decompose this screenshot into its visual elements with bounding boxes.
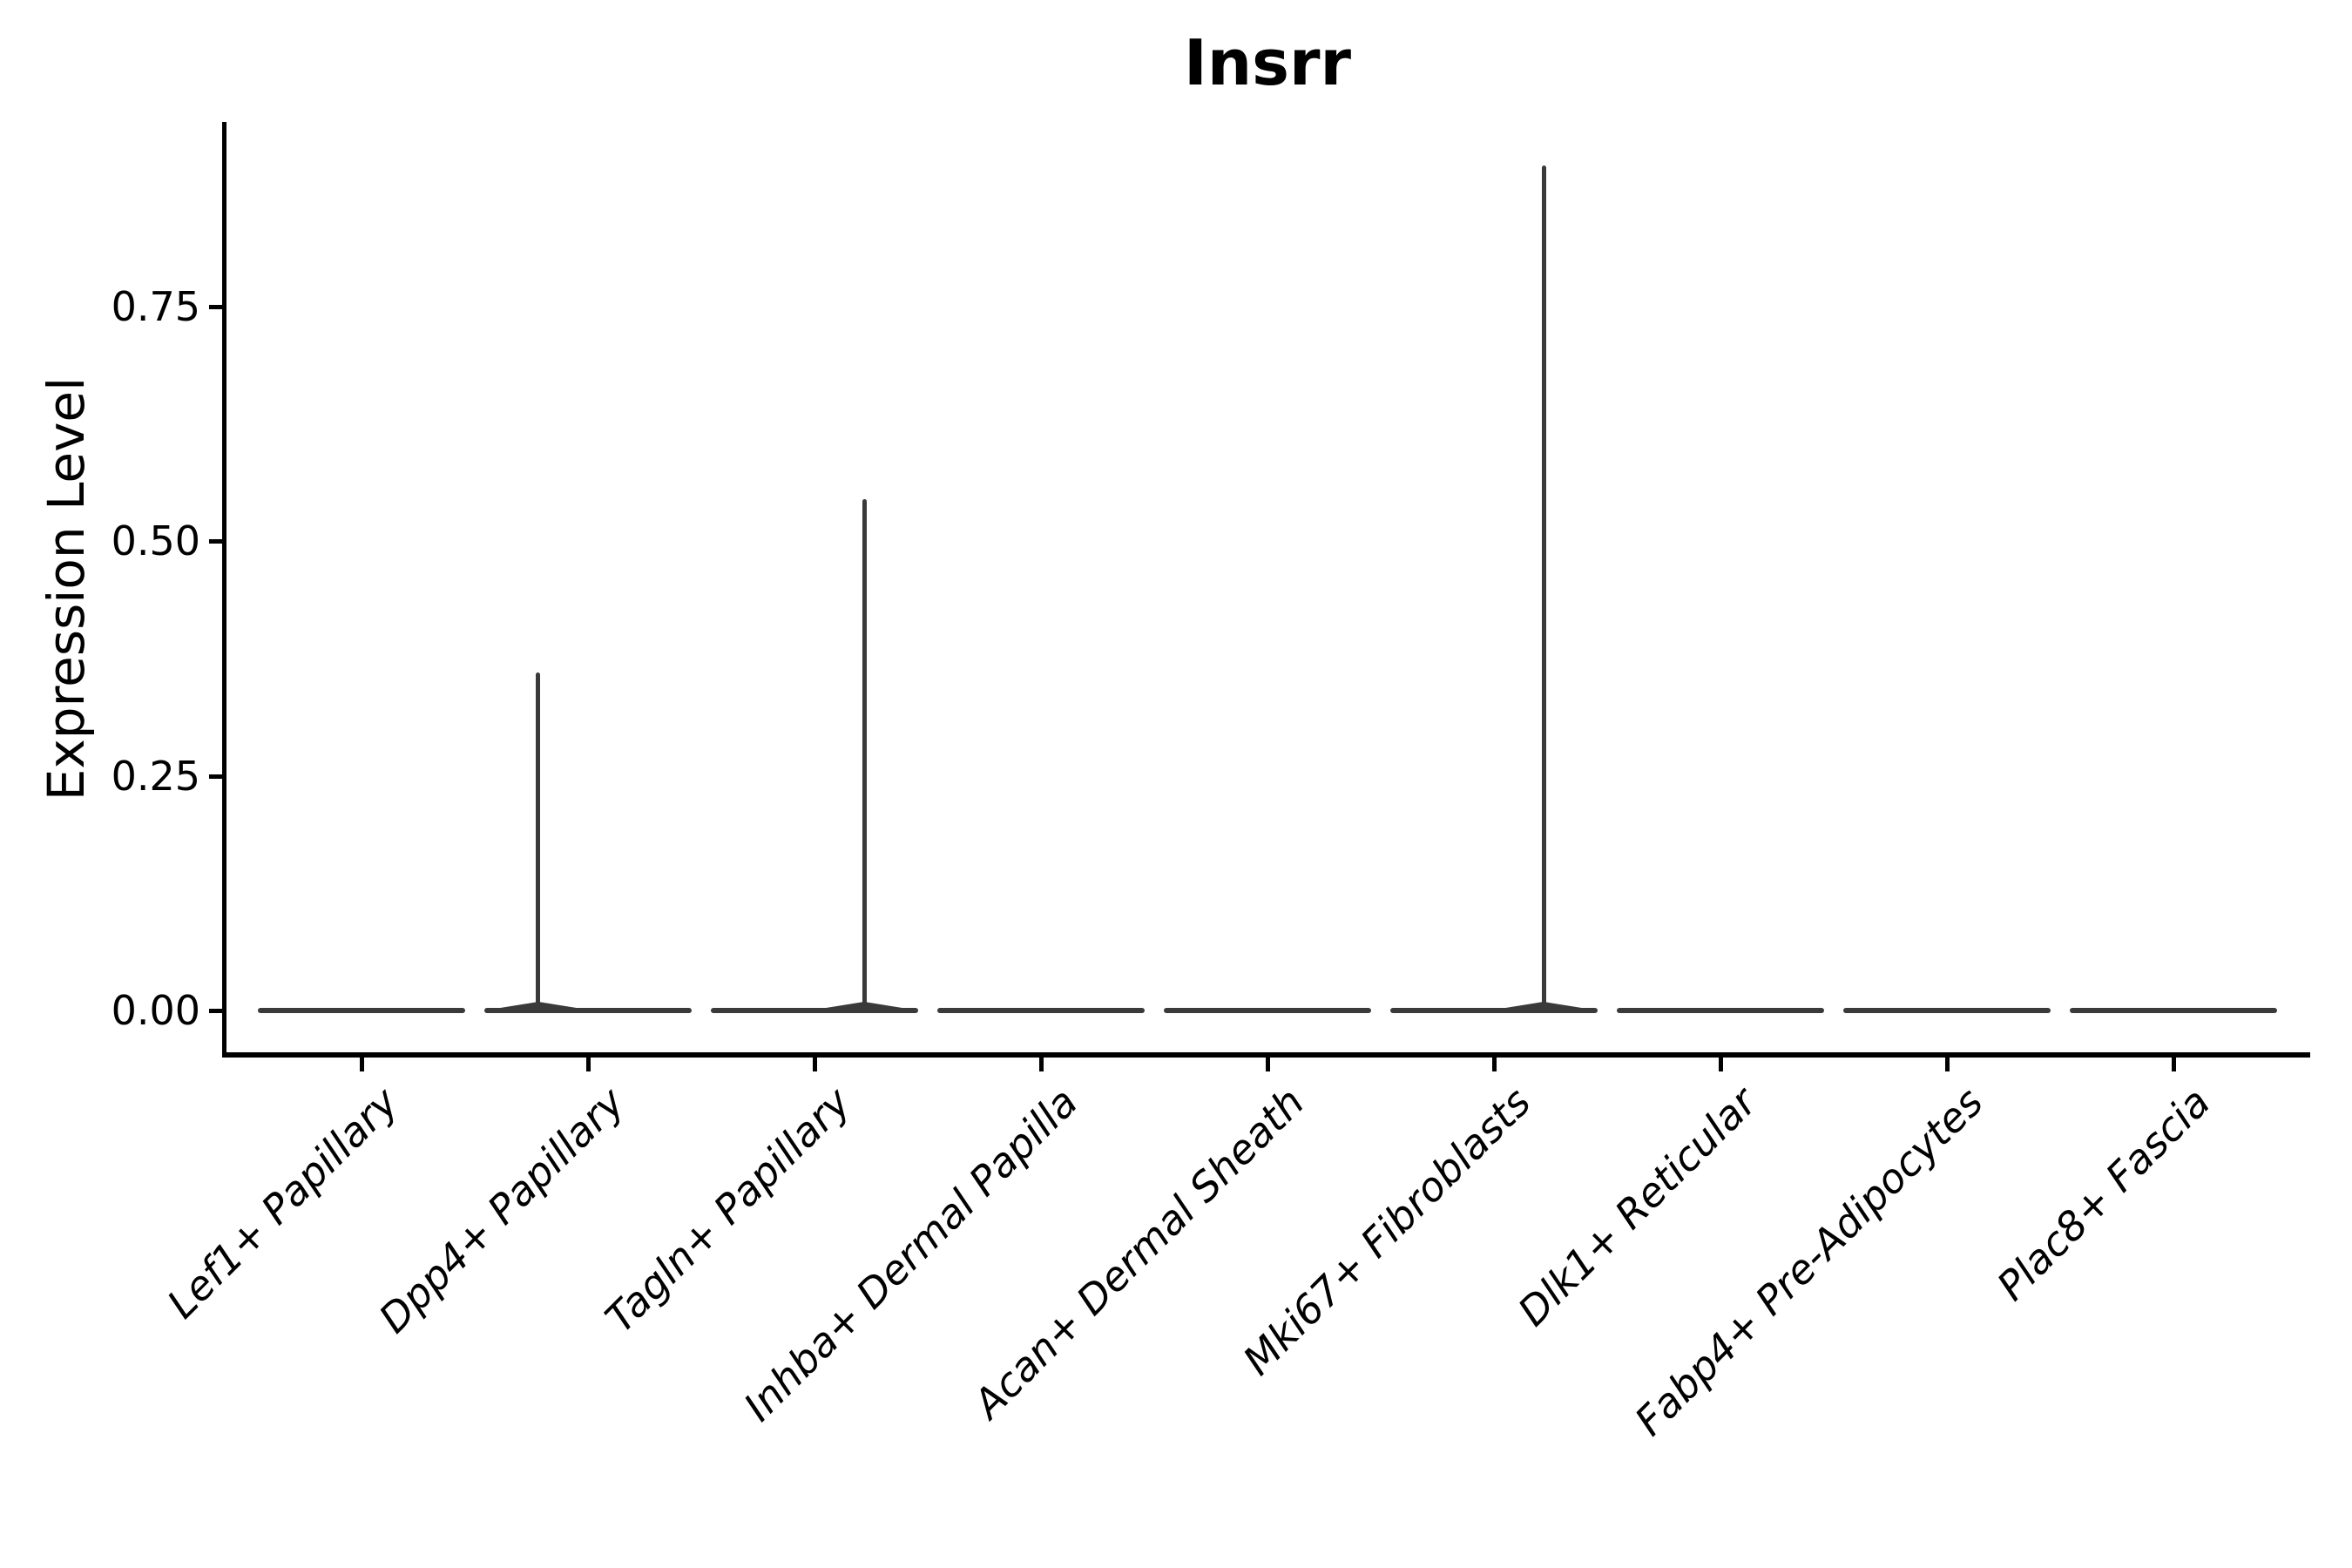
violin-spike-base-flare bbox=[821, 1002, 909, 1009]
violin-spike-base-flare bbox=[494, 1002, 582, 1009]
x-tick-mark bbox=[1266, 1058, 1270, 1071]
y-axis-title: Expression Level bbox=[37, 376, 96, 801]
plot-title: Insrr bbox=[1184, 26, 1351, 99]
violin-spike bbox=[862, 498, 867, 1010]
x-axis-line bbox=[222, 1052, 2310, 1058]
x-tick-mark bbox=[1945, 1058, 1950, 1071]
x-tick-label: Tagln+ Papillary bbox=[596, 1078, 861, 1342]
y-tick-mark bbox=[209, 539, 225, 544]
x-tick-label: Lef1+ Papillary bbox=[158, 1078, 408, 1328]
violin-body-flat bbox=[711, 1008, 918, 1013]
violin-body-flat bbox=[1843, 1008, 2051, 1013]
x-tick-mark bbox=[2172, 1058, 2176, 1071]
violin-body-flat bbox=[937, 1008, 1145, 1013]
violin-spike-base-flare bbox=[1500, 1002, 1588, 1009]
violin-spike bbox=[536, 672, 541, 1010]
violin-spike bbox=[1541, 166, 1546, 1010]
x-tick-mark bbox=[1039, 1058, 1044, 1071]
x-tick-mark bbox=[1492, 1058, 1497, 1071]
y-tick-label: 0.25 bbox=[111, 752, 200, 800]
violin-body-flat bbox=[2070, 1008, 2277, 1013]
violin-body-flat bbox=[484, 1008, 692, 1013]
x-tick-mark bbox=[1719, 1058, 1723, 1071]
x-tick-label: Dlk1+ Reticular bbox=[1509, 1078, 1767, 1335]
x-tick-label: Dpp4+ Papillary bbox=[369, 1078, 634, 1342]
x-tick-mark bbox=[360, 1058, 364, 1071]
y-tick-label: 0.50 bbox=[111, 517, 200, 565]
violin-body-flat bbox=[1617, 1008, 1824, 1013]
y-tick-label: 0.00 bbox=[111, 987, 200, 1034]
x-tick-mark bbox=[813, 1058, 817, 1071]
x-tick-mark bbox=[586, 1058, 591, 1071]
violin-body-flat bbox=[1390, 1008, 1598, 1013]
y-axis-line bbox=[222, 122, 226, 1058]
y-tick-mark bbox=[209, 774, 225, 779]
violin-body-flat bbox=[258, 1008, 465, 1013]
x-tick-label: Plac8+ Fascia bbox=[1987, 1078, 2220, 1310]
y-tick-mark bbox=[209, 305, 225, 310]
y-tick-mark bbox=[209, 1009, 225, 1013]
y-tick-label: 0.75 bbox=[111, 283, 200, 331]
violin-body-flat bbox=[1164, 1008, 1371, 1013]
